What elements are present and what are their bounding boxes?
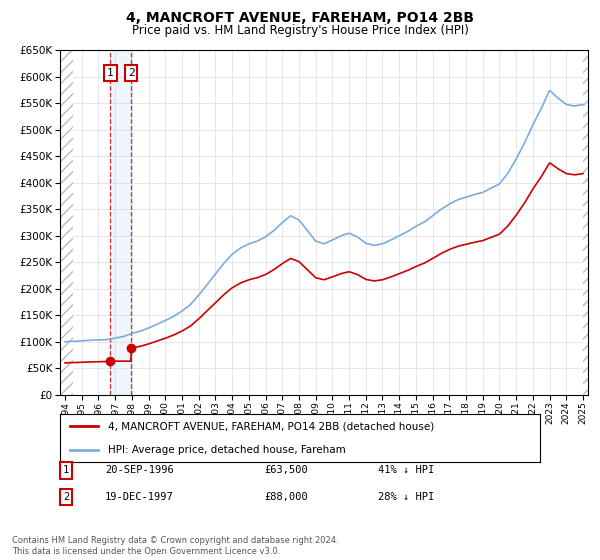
Text: Contains HM Land Registry data © Crown copyright and database right 2024.
This d: Contains HM Land Registry data © Crown c… xyxy=(12,536,338,556)
Bar xyxy=(60,50,73,395)
Text: 2: 2 xyxy=(128,68,134,78)
Text: 2: 2 xyxy=(63,492,69,502)
Text: £63,500: £63,500 xyxy=(264,465,308,475)
Bar xyxy=(583,50,588,395)
Text: 19-DEC-1997: 19-DEC-1997 xyxy=(105,492,174,502)
Text: 4, MANCROFT AVENUE, FAREHAM, PO14 2BB (detached house): 4, MANCROFT AVENUE, FAREHAM, PO14 2BB (d… xyxy=(108,421,434,431)
Text: 1: 1 xyxy=(63,465,69,475)
Text: 1: 1 xyxy=(107,68,114,78)
Bar xyxy=(110,50,131,395)
Text: 4, MANCROFT AVENUE, FAREHAM, PO14 2BB: 4, MANCROFT AVENUE, FAREHAM, PO14 2BB xyxy=(126,11,474,25)
Text: £88,000: £88,000 xyxy=(264,492,308,502)
Text: HPI: Average price, detached house, Fareham: HPI: Average price, detached house, Fare… xyxy=(108,445,346,455)
Text: 41% ↓ HPI: 41% ↓ HPI xyxy=(378,465,434,475)
Text: 28% ↓ HPI: 28% ↓ HPI xyxy=(378,492,434,502)
Text: 20-SEP-1996: 20-SEP-1996 xyxy=(105,465,174,475)
Text: Price paid vs. HM Land Registry's House Price Index (HPI): Price paid vs. HM Land Registry's House … xyxy=(131,24,469,37)
